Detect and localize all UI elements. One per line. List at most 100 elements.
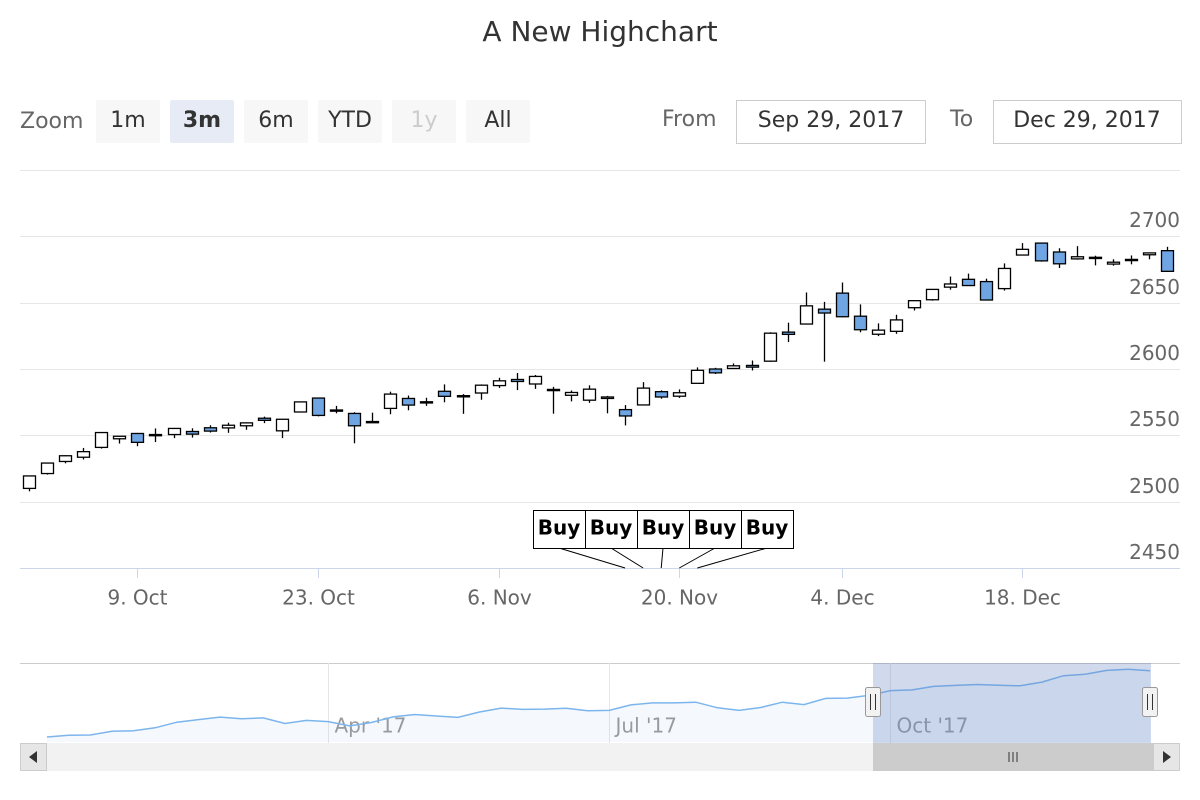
candle-body — [365, 420, 380, 424]
candle-body — [745, 364, 760, 368]
flag-box — [689, 510, 742, 549]
range-button[interactable] — [170, 100, 234, 143]
flag-connector — [558, 547, 626, 569]
navigator-area — [47, 669, 1150, 742]
flag-connector — [697, 547, 768, 569]
candle-body — [474, 384, 489, 394]
range-button-label: YTD — [327, 108, 372, 133]
range-button-label: 1y — [410, 108, 437, 133]
candle-body — [203, 427, 218, 432]
from-input[interactable] — [736, 100, 926, 144]
candle-body — [1034, 242, 1049, 262]
candle-body — [401, 397, 416, 406]
from-value: Sep 29, 2017 — [758, 108, 904, 133]
navigator-tick-label: Oct '17 — [897, 714, 969, 738]
candle-body — [853, 315, 868, 331]
to-input[interactable] — [993, 100, 1182, 144]
candle-body — [726, 365, 741, 370]
range-button[interactable] — [318, 100, 382, 143]
candle-body — [1052, 251, 1067, 265]
y-tick-label: 2450 — [1129, 540, 1180, 564]
y-tick-label: 2650 — [1129, 275, 1180, 299]
candle-body — [690, 369, 705, 384]
range-button-label: 3m — [183, 108, 221, 133]
candle-body — [564, 391, 579, 396]
candle-body — [763, 332, 778, 362]
candle-body — [329, 409, 344, 412]
plot-area: 2450 2500 2550 2600 2650 2700 9. Oct 23. Oct 6. … — [20, 208, 1180, 743]
candle-body — [456, 395, 471, 398]
flag-label: Buy — [538, 516, 581, 540]
range-button — [392, 100, 456, 143]
flag-label: Buy — [590, 516, 633, 540]
candle-body — [22, 475, 37, 490]
y-tick-label: 2600 — [1129, 341, 1180, 365]
candle-body — [1106, 261, 1121, 265]
flag-box — [741, 510, 794, 549]
y-tick-label: 2700 — [1129, 208, 1180, 232]
scrollbar-right-arrow — [1163, 751, 1171, 763]
flag-label: Buy — [642, 516, 685, 540]
from-label: From — [662, 107, 717, 132]
range-button-label: 6m — [258, 108, 293, 133]
candle-body — [817, 308, 832, 314]
flag-box — [533, 510, 586, 549]
scrollbar-grip — [1008, 752, 1018, 762]
candle-body — [636, 387, 651, 406]
candle-body — [1015, 248, 1030, 256]
candle-body — [311, 397, 326, 417]
candle-body — [618, 408, 633, 417]
range-button[interactable] — [244, 100, 308, 143]
navigator-mask — [873, 663, 1151, 743]
candle-body — [799, 305, 814, 325]
candle-body — [510, 378, 525, 383]
candle-body — [130, 432, 145, 444]
candle-body — [925, 288, 940, 301]
range-button[interactable] — [466, 100, 530, 143]
navigator-tick-label: Jul '17 — [614, 714, 677, 738]
candle-body — [239, 422, 254, 427]
candle-body — [600, 396, 615, 400]
candle-body — [148, 433, 163, 437]
candle-body — [257, 417, 272, 421]
candle-body — [58, 455, 73, 463]
candle-body — [94, 431, 109, 449]
candle-body — [40, 462, 55, 475]
candle-body — [546, 388, 561, 392]
candle-body — [437, 390, 452, 397]
candle-body — [76, 451, 91, 458]
candle-body — [221, 424, 236, 429]
candle-body — [889, 319, 904, 332]
zoom-label: Zoom — [20, 109, 83, 134]
candle-body — [293, 401, 308, 413]
candle-body — [167, 427, 182, 436]
candle-body — [979, 280, 994, 301]
navigator-line — [46, 668, 1151, 738]
candle-body — [961, 278, 976, 287]
navigator-handle[interactable] — [1142, 687, 1158, 717]
candle-body — [943, 283, 958, 288]
candle-body — [672, 392, 687, 397]
flag-label: Buy — [694, 516, 737, 540]
candle-body — [781, 331, 796, 336]
x-tick-label: 9. Oct — [107, 586, 167, 610]
to-label: To — [949, 107, 973, 132]
candle-body — [347, 412, 362, 427]
candle-body — [1070, 256, 1085, 260]
chart-title: A New Highchart — [482, 15, 717, 48]
candle-body — [997, 267, 1012, 290]
y-tick-label: 2500 — [1129, 474, 1180, 498]
candle-body — [1160, 250, 1175, 273]
x-tick-label: 4. Dec — [810, 586, 874, 610]
candle-body — [871, 329, 886, 335]
range-button-label: All — [484, 108, 511, 133]
range-button[interactable] — [96, 100, 160, 143]
candle-body — [1124, 258, 1139, 262]
candle-body — [492, 380, 507, 387]
candle-body — [528, 375, 543, 385]
navigator-handle[interactable] — [865, 687, 881, 717]
flag-connector — [660, 547, 664, 569]
candle-body — [1088, 256, 1103, 260]
navigator-bg — [20, 663, 1180, 743]
